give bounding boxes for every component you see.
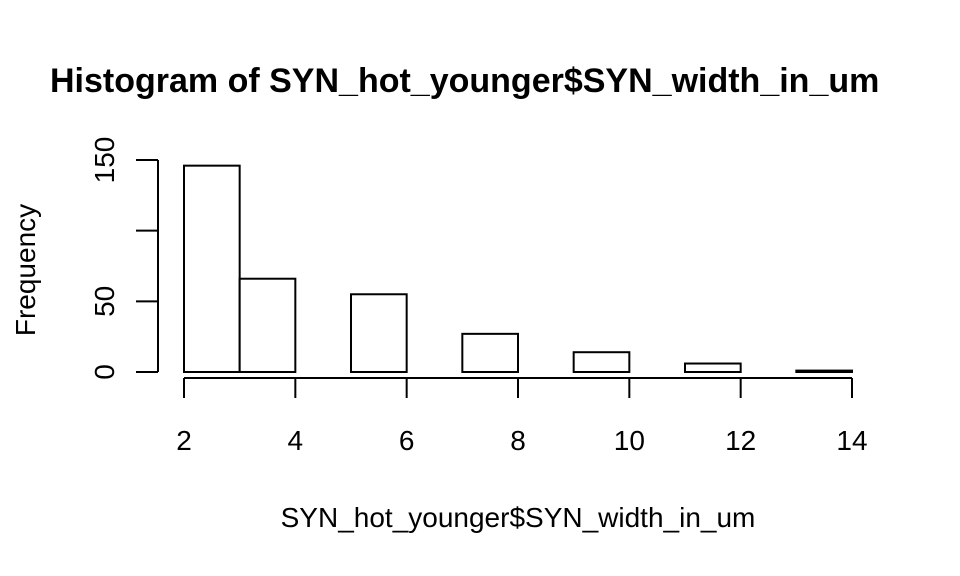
y-axis: 0 50 150 <box>89 137 159 380</box>
histogram-bars <box>183 164 853 374</box>
x-tick-label: 6 <box>399 425 415 456</box>
y-tick-label: 0 <box>89 364 120 380</box>
histogram-bar <box>461 332 520 373</box>
histogram-bar <box>183 164 241 373</box>
y-axis-label: Frequency <box>10 204 41 336</box>
x-tick-label: 14 <box>836 425 867 456</box>
y-tick-label: 150 <box>89 137 120 184</box>
x-tick-label: 8 <box>510 425 526 456</box>
histogram-bar <box>795 369 853 374</box>
x-tick-label: 4 <box>288 425 304 456</box>
x-tick-label: 10 <box>614 425 645 456</box>
x-axis: 2 4 6 8 10 12 14 <box>176 377 868 456</box>
x-axis-label: SYN_hot_younger$SYN_width_in_um <box>281 502 756 533</box>
chart-title: Histogram of SYN_hot_younger$SYN_width_i… <box>50 62 879 100</box>
y-tick-label: 50 <box>89 286 120 317</box>
histogram-bar <box>684 362 742 373</box>
histogram-bar <box>350 293 408 373</box>
x-tick-label: 2 <box>176 425 192 456</box>
x-tick-label: 12 <box>725 425 756 456</box>
histogram-bar <box>572 351 631 374</box>
histogram-bar <box>238 277 297 373</box>
